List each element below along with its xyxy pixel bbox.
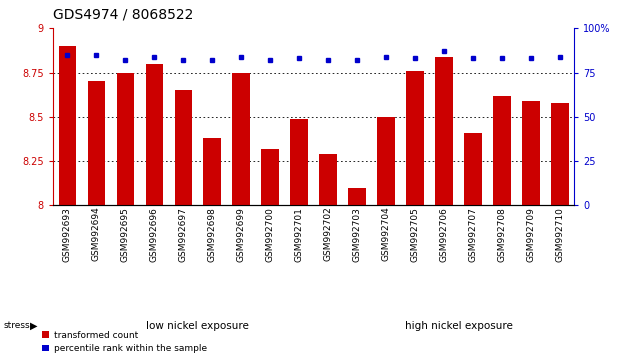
Text: GDS4974 / 8068522: GDS4974 / 8068522: [53, 7, 193, 21]
Bar: [58, 46, 76, 205]
Bar: [348, 188, 366, 205]
Bar: [88, 81, 105, 205]
Text: high nickel exposure: high nickel exposure: [404, 321, 512, 331]
Text: ▶: ▶: [30, 321, 37, 331]
Bar: [261, 149, 279, 205]
Bar: [232, 73, 250, 205]
Bar: [465, 133, 482, 205]
Bar: [204, 138, 221, 205]
Bar: [117, 73, 134, 205]
Legend: transformed count, percentile rank within the sample: transformed count, percentile rank withi…: [42, 331, 207, 353]
Bar: [291, 119, 308, 205]
Bar: [551, 103, 569, 205]
Text: stress: stress: [3, 321, 30, 330]
Bar: [378, 117, 395, 205]
Bar: [435, 57, 453, 205]
Bar: [145, 64, 163, 205]
Bar: [175, 90, 192, 205]
Text: low nickel exposure: low nickel exposure: [147, 321, 249, 331]
Bar: [319, 154, 337, 205]
Bar: [522, 101, 540, 205]
Bar: [493, 96, 510, 205]
Bar: [406, 71, 424, 205]
